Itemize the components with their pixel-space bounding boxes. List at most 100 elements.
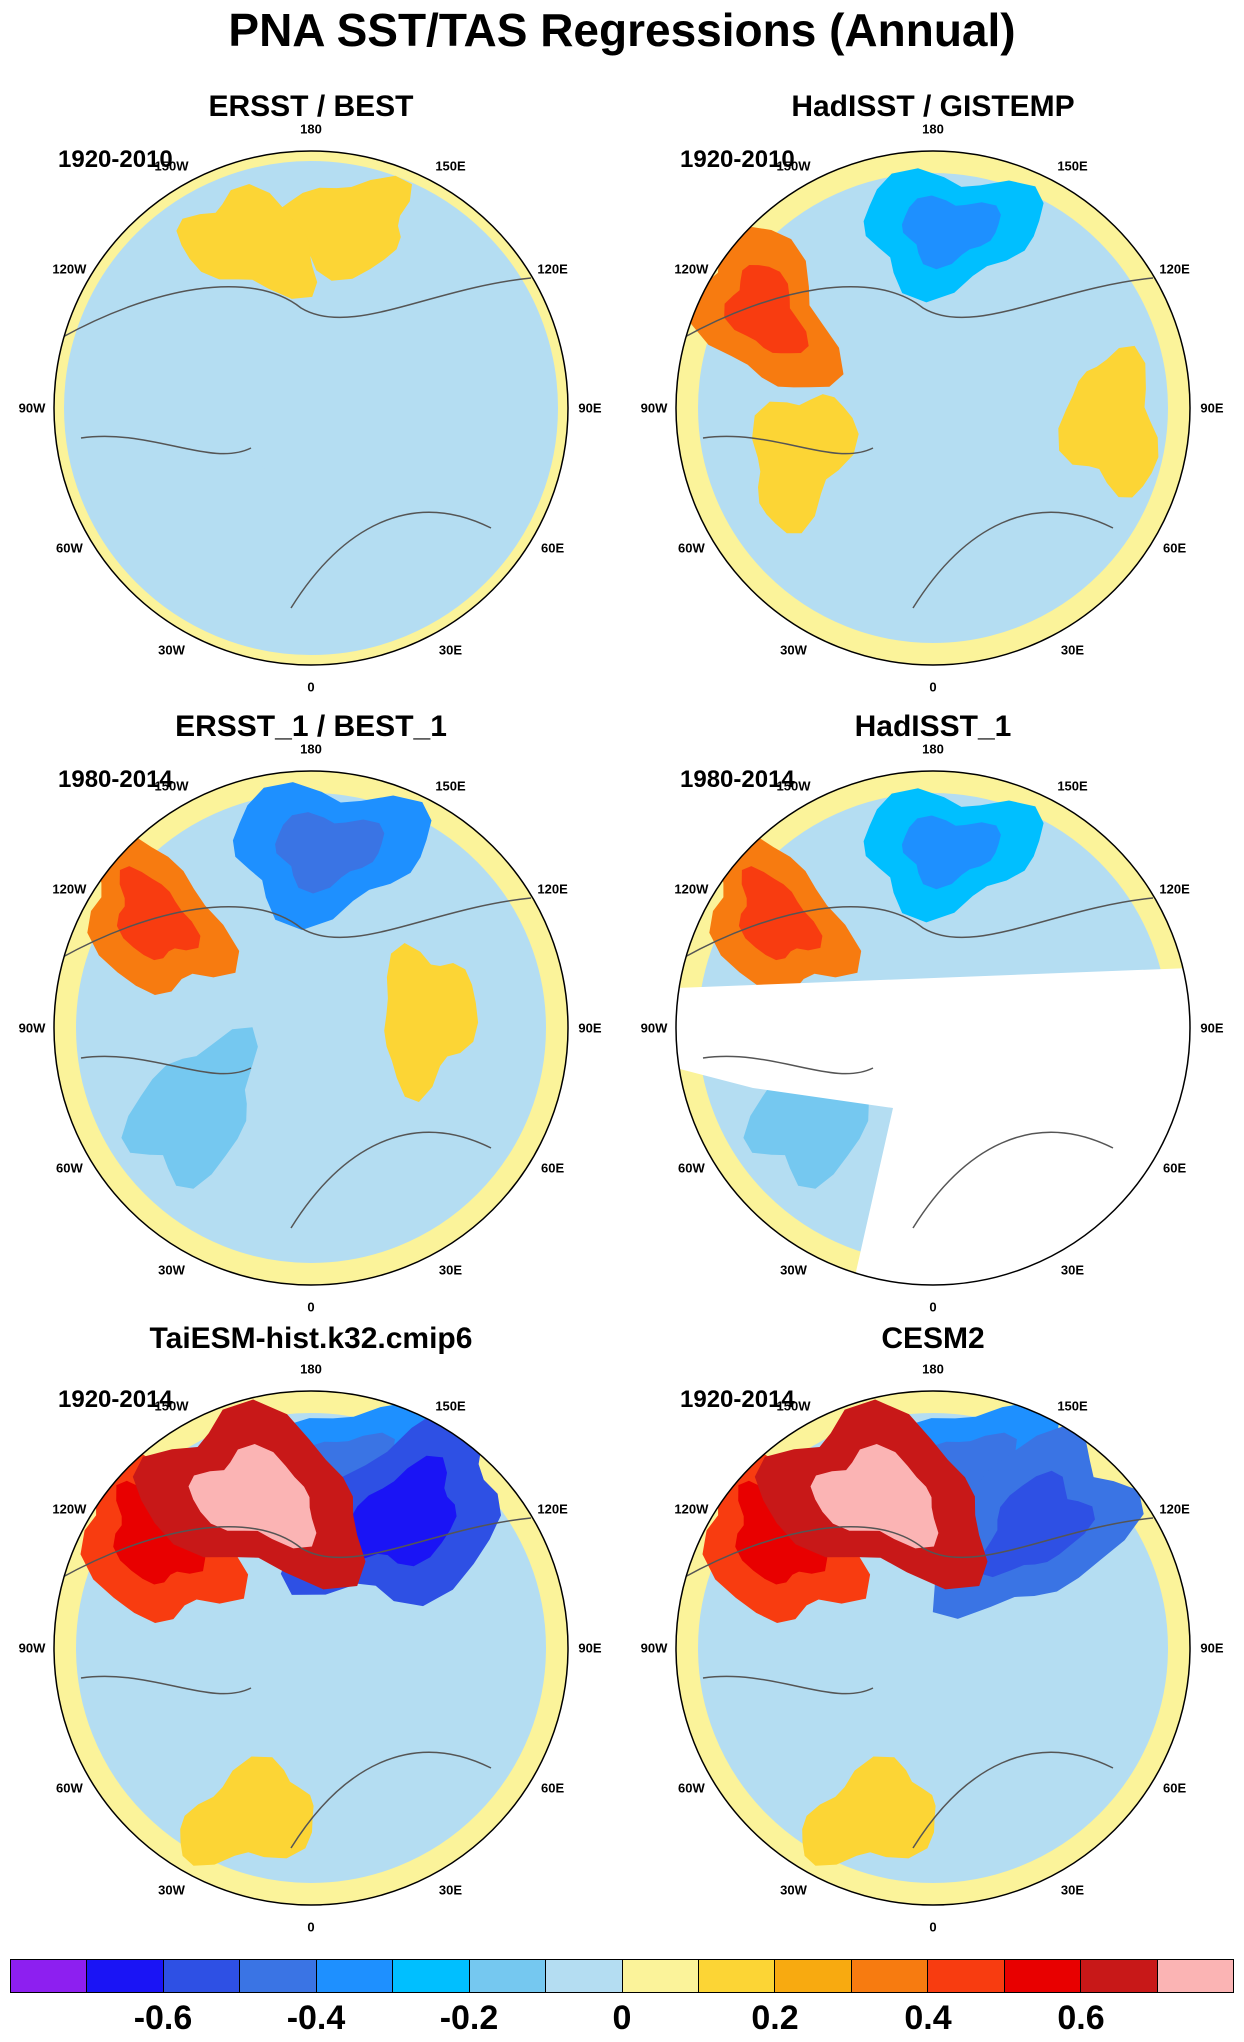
panel-period: 1920-2014 — [680, 1386, 795, 1413]
panel-period: 1920-2010 — [680, 146, 795, 173]
longitude-label: 90W — [18, 400, 46, 416]
longitude-label: 180 — [300, 1361, 322, 1377]
polar-map — [53, 770, 569, 1286]
map-panel: CESM2 1920-2014 180 150E 120E 90E 60E 30E 0 30W 60… — [622, 1310, 1244, 1950]
anomaly-region — [180, 1756, 314, 1866]
longitude-label: 90E — [578, 400, 602, 416]
polar-map — [53, 1390, 569, 1906]
colorbar-swatch — [928, 1960, 1005, 1992]
longitude-label: 90W — [18, 1020, 46, 1036]
longitude-label: 120W — [52, 261, 87, 276]
longitude-label: 120E — [1159, 261, 1190, 276]
longitude-label: 90W — [18, 1640, 46, 1656]
anomaly-core — [735, 1480, 828, 1585]
main-title: PNA SST/TAS Regressions (Annual) — [228, 4, 1016, 56]
longitude-label: 0 — [929, 1299, 937, 1315]
longitude-label: 150W — [154, 158, 189, 174]
longitude-label: 60E — [541, 540, 565, 555]
longitude-label: 150W — [776, 158, 811, 174]
polar-map — [675, 1390, 1191, 1906]
longitude-label: 150W — [154, 778, 189, 794]
colorbar-tick-label: 0.6 — [1057, 1999, 1105, 2037]
longitude-label: 90W — [640, 400, 668, 416]
map-border — [675, 770, 1191, 1286]
map-border — [53, 1390, 569, 1906]
longitude-label: 150E — [1057, 158, 1088, 174]
anomaly-core — [738, 866, 823, 961]
colorbar-swatch — [775, 1960, 852, 1992]
longitude-label: 60W — [678, 1780, 705, 1795]
longitude-label: 0 — [929, 1919, 937, 1935]
map-panel: ERSST_1 / BEST_1 1980-2014 180 150E 120E 90E 6… — [0, 690, 622, 1330]
coastline — [60, 277, 532, 609]
colorbar-tick-label: -0.6 — [133, 1999, 193, 2037]
map-border — [675, 1390, 1191, 1906]
longitude-label: 120W — [674, 881, 709, 896]
longitude-label: 30E — [438, 1262, 463, 1278]
anomaly-core — [810, 1444, 939, 1549]
coastline — [682, 1517, 1154, 1849]
longitude-label: 30E — [1060, 1882, 1085, 1898]
polar-map — [675, 770, 1191, 1286]
longitude-label: 180 — [300, 121, 322, 137]
colorbar-swatch — [163, 1960, 241, 1992]
longitude-label: 90E — [1200, 1020, 1224, 1036]
anomaly-region — [262, 175, 412, 281]
map-panel: HadISST_1 1980-2014 180 150E 120E 90E 60E 30E 0 3… — [622, 690, 1244, 1330]
colorbar-swatch — [546, 1960, 623, 1992]
longitude-label: 120W — [52, 1501, 87, 1516]
longitude-label: 30W — [158, 642, 185, 658]
longitude-label: 30W — [780, 642, 807, 658]
longitude-label: 30E — [438, 1882, 463, 1898]
anomaly-region — [384, 943, 479, 1102]
longitude-label: 90W — [640, 1640, 668, 1656]
longitude-label: 30W — [780, 1262, 807, 1278]
anomaly-region — [121, 1027, 258, 1189]
longitude-label: 150W — [154, 1398, 189, 1414]
longitude-label: 180 — [300, 741, 322, 757]
panel-period: 1980-2014 — [680, 766, 795, 793]
colorbar-tick-label: -0.4 — [286, 1999, 346, 2037]
polar-map — [675, 150, 1191, 666]
longitude-label: 120W — [52, 881, 87, 896]
panel-title: HadISST_1 — [854, 710, 1012, 743]
longitude-label: 0 — [307, 1299, 315, 1315]
panel-title: ERSST_1 / BEST_1 — [175, 710, 447, 743]
colorbar-tick-label: 0.2 — [751, 1999, 799, 2037]
colorbar-swatch — [1157, 1960, 1233, 1992]
map-panel: HadISST / GISTEMP 1920-2010 180 150E 120E 90E… — [622, 70, 1244, 710]
longitude-label: 60E — [541, 1160, 565, 1175]
coastline — [682, 277, 1154, 609]
longitude-label: 60W — [56, 540, 83, 555]
longitude-label: 120E — [1159, 1501, 1190, 1516]
anomaly-core — [188, 1444, 317, 1549]
panel-title: HadISST / GISTEMP — [791, 90, 1075, 123]
anomaly-region — [752, 394, 859, 534]
anomaly-region — [802, 1756, 936, 1866]
colorbar-tick-label: 0.4 — [904, 1999, 952, 2037]
coastline — [60, 1517, 532, 1849]
longitude-label: 150E — [1057, 1398, 1088, 1414]
colorbar: -0.6 -0.4 -0.2 0 0.2 0.4 0.6 — [10, 1959, 1234, 2037]
longitude-label: 150E — [1057, 778, 1088, 794]
longitude-label: 30W — [158, 1262, 185, 1278]
polar-map — [53, 150, 569, 666]
longitude-label: 150E — [435, 1398, 466, 1414]
longitude-label: 90W — [640, 1020, 668, 1036]
longitude-label: 90E — [1200, 400, 1224, 416]
longitude-label: 30E — [1060, 642, 1085, 658]
longitude-label: 60E — [1163, 1160, 1187, 1175]
colorbar-swatch — [1004, 1960, 1082, 1992]
longitude-label: 60E — [1163, 540, 1187, 555]
map-border — [675, 150, 1191, 666]
panel-period: 1920-2014 — [58, 1386, 173, 1413]
longitude-label: 120E — [537, 1501, 568, 1516]
anomaly-core — [113, 1480, 206, 1585]
panel-title: ERSST / BEST — [208, 90, 414, 123]
colorbar-swatch — [11, 1960, 88, 1992]
longitude-label: 0 — [307, 679, 315, 695]
panel-title: TaiESM-hist.k32.cmip6 — [149, 1322, 473, 1355]
longitude-label: 90E — [1200, 1640, 1224, 1656]
anomaly-core — [335, 1455, 457, 1567]
longitude-label: 30E — [438, 642, 463, 658]
